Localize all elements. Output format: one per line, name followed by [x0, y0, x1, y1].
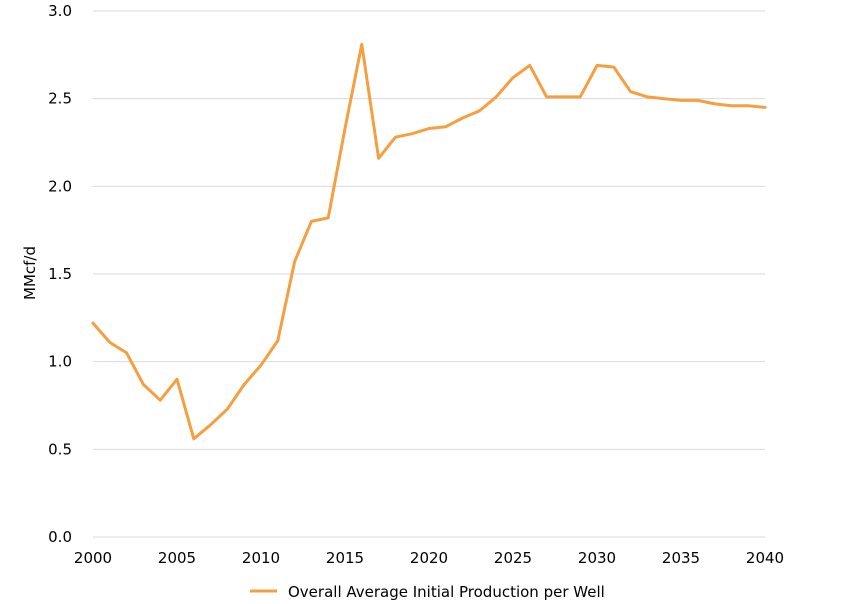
series-layer	[91, 42, 767, 441]
x-tick-label: 2025	[494, 549, 532, 567]
x-tick-label: 2000	[74, 549, 112, 567]
legend: Overall Average Initial Production per W…	[250, 583, 605, 601]
y-tick-label: 1.0	[48, 353, 72, 371]
y-tick-label: 1.5	[48, 265, 72, 283]
x-tick-label: 2040	[746, 549, 784, 567]
x-tick-label: 2030	[578, 549, 616, 567]
x-tick-label: 2020	[410, 549, 448, 567]
y-tick-labels: 0.0 0.5 1.0 1.5 2.0 2.5 3.0	[48, 2, 72, 546]
x-tick-label: 2005	[158, 549, 196, 567]
x-tick-label: 2010	[242, 549, 280, 567]
y-tick-label: 0.5	[48, 440, 72, 458]
y-tick-label: 3.0	[48, 2, 72, 20]
series-line	[91, 42, 767, 441]
y-tick-label: 2.0	[48, 177, 72, 195]
y-tick-label: 2.5	[48, 90, 72, 108]
x-tick-labels: 2000 2005 2010 2015 2020 2025 2030 2035 2040	[74, 549, 784, 567]
x-tick-label: 2015	[326, 549, 364, 567]
gridlines	[93, 10, 765, 538]
y-tick-label: 0.0	[48, 528, 72, 546]
x-tick-label: 2035	[662, 549, 700, 567]
legend-label: Overall Average Initial Production per W…	[288, 583, 605, 601]
y-axis-title: MMcf/d	[21, 246, 39, 300]
